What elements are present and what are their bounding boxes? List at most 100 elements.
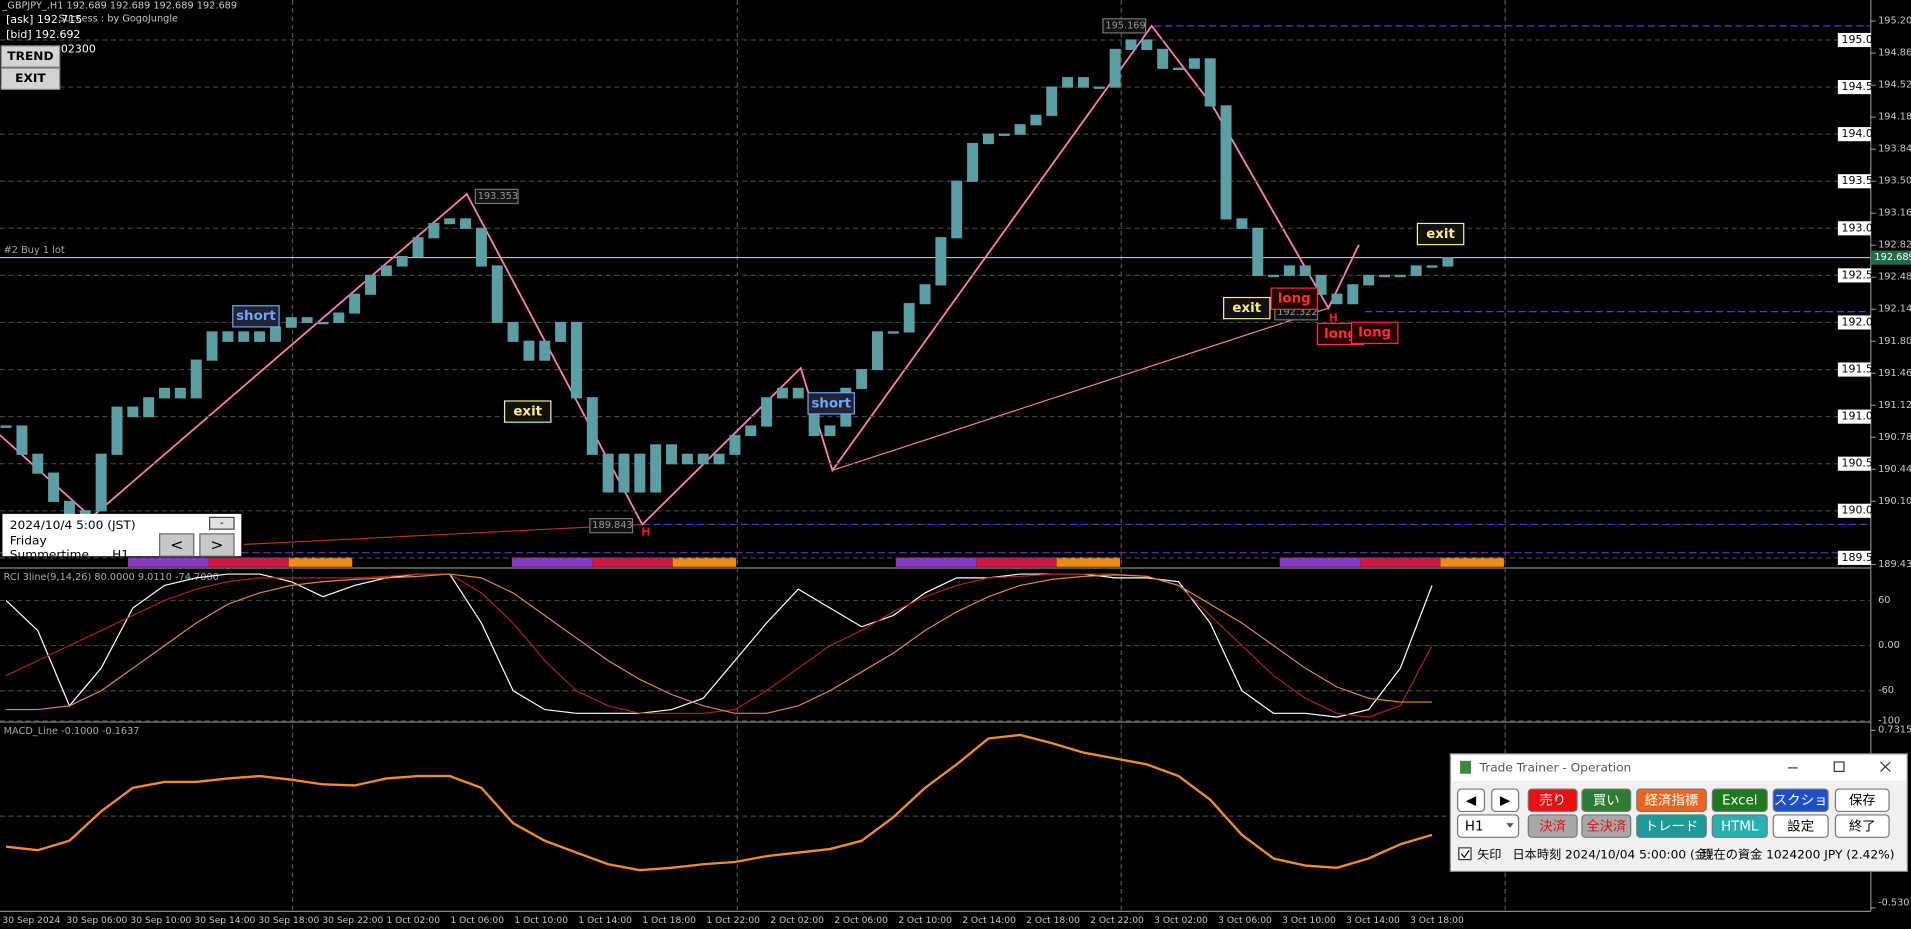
button[interactable] [1527,814,1578,838]
button-label[interactable]: TREND [7,49,53,63]
button-label[interactable]: ▶ [1500,794,1511,809]
session-bar [511,557,593,567]
prev-button[interactable] [159,533,195,557]
candle [507,321,519,342]
indicators: RCI 3line(9,14,26) 80.0000 9.0110 -74.70… [0,572,1911,909]
candle [935,237,947,286]
candle [491,265,503,324]
macd-line [5,733,1433,872]
candle [539,340,551,361]
button[interactable] [1834,814,1890,838]
button[interactable] [1457,814,1520,838]
candle [63,500,75,517]
y-tick-label: 191.460 [1878,368,1911,379]
candle [1252,227,1264,276]
button[interactable] [1711,788,1768,812]
button-label[interactable]: 経済指標 [1645,793,1699,809]
minimize-button[interactable] [209,516,235,530]
candle [1014,124,1026,135]
level-box [1837,127,1871,142]
candle [650,444,662,493]
button-label[interactable]: トレード [1645,820,1699,835]
dropdown-arrow [1506,823,1514,828]
button[interactable] [1772,788,1829,812]
level-box [1837,315,1871,330]
level-box [1837,268,1871,283]
level-label: 192.5 [1842,269,1873,282]
x-tick-label: 30 Sep 2024 [2,916,60,926]
button[interactable] [1711,814,1768,838]
app-icon [1460,760,1472,774]
button[interactable] [1772,814,1829,838]
y-tick-label: -60 [1878,685,1894,696]
button-label[interactable]: 売り [1539,793,1566,809]
button-label[interactable]: 全決済 [1586,818,1626,835]
candle [887,331,899,334]
timeframe: H1 [112,548,129,562]
signal-box [807,392,855,415]
level-box [1837,503,1871,518]
trend-line [832,307,1329,471]
candle [48,472,60,502]
button-label[interactable]: H1 [1465,820,1484,835]
button[interactable] [1636,814,1707,838]
button-label[interactable]: ◀ [1466,794,1477,809]
maximize-icon[interactable] [1833,761,1845,773]
candle [380,265,392,276]
y-tick-label: 193.500 [1878,176,1911,187]
candle [919,284,931,305]
next-button[interactable] [199,533,235,557]
button-label[interactable]: 買い [1593,794,1620,809]
button-label[interactable]: HTML [1721,820,1759,835]
trend-button[interactable]: TREND [0,45,61,68]
level-label: 194.0 [1842,127,1874,140]
x-tick-label: 3 Oct 14:00 [1346,916,1400,926]
y-tick-label: 193.160 [1878,208,1911,219]
button[interactable] [1457,788,1486,812]
level-box [1837,409,1871,424]
high-mark: H [1329,312,1338,325]
candle [333,312,345,324]
signal-label: exit [513,405,542,420]
x-tick-label: 2 Oct 18:00 [1026,916,1080,926]
checkbox[interactable] [1458,847,1472,861]
level-box [1837,32,1871,48]
next-label[interactable]: > [210,536,223,554]
button[interactable] [1834,788,1890,812]
position-label: #2 Buy 1 lot [4,245,65,256]
price-tag-label: 195.169 [1105,20,1145,31]
session-bar [1360,557,1441,567]
button[interactable] [1636,788,1707,812]
prev-label[interactable]: < [170,536,183,554]
candle [269,326,281,342]
button-label[interactable]: スクショ [1774,793,1828,809]
price-tag-label: 192.322 [1277,307,1317,318]
candle [776,387,788,399]
exit-button[interactable]: EXIT [0,67,61,90]
close-icon[interactable] [1880,761,1891,772]
button[interactable] [1581,788,1632,812]
candle [1109,48,1121,88]
candle [618,453,630,493]
button[interactable] [1527,788,1578,812]
button-label[interactable]: EXIT [15,71,46,85]
button[interactable] [1581,814,1632,838]
candle [254,331,266,342]
x-tick-label: 3 Oct 02:00 [1154,916,1208,926]
x-tick-label: 2 Oct 06:00 [834,916,888,926]
button-label[interactable]: 設定 [1787,819,1814,835]
button-label[interactable]: 決済 [1539,819,1566,835]
minimize-label[interactable]: - [220,516,224,529]
y-tick-label: 189.430 [1878,559,1911,570]
button-label[interactable]: Excel [1722,794,1757,809]
button-label[interactable]: 終了 [1849,819,1876,835]
x-tick-label: 30 Sep 22:00 [322,916,383,926]
button-label[interactable]: 保存 [1849,793,1876,809]
button[interactable] [1491,788,1520,812]
y-tick-label: 190.440 [1878,464,1911,475]
arrow-label[interactable]: 矢印 [1477,848,1501,862]
y-tick-label: 0.00 [1878,640,1900,651]
candle [127,406,139,418]
signal-label: long [1278,292,1311,307]
candle [1394,274,1406,278]
